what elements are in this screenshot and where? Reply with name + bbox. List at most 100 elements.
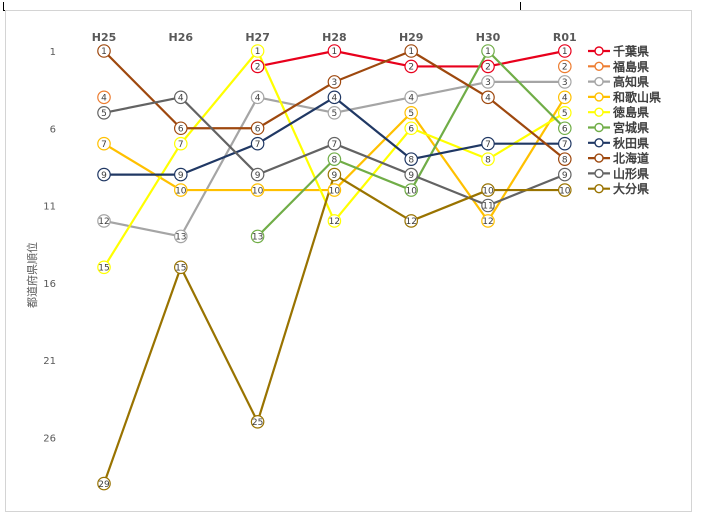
- legend-marker: [594, 76, 604, 87]
- series-point: [327, 106, 342, 120]
- point-label: 4: [408, 94, 414, 104]
- point-label: 7: [101, 140, 107, 150]
- legend-label: 宮城県: [613, 120, 649, 135]
- series-point: [327, 75, 342, 89]
- point-label: 8: [408, 155, 414, 165]
- x-tick-label: H28: [322, 31, 347, 44]
- chart-frame: [5, 10, 692, 512]
- legend-marker: [594, 107, 604, 117]
- legend-label: 秋田県: [613, 135, 649, 150]
- x-tick-label: H27: [245, 31, 270, 44]
- series-point: [97, 136, 111, 151]
- series-point: [404, 152, 418, 166]
- legend-marker: [594, 153, 604, 163]
- point-label: 1: [255, 47, 261, 57]
- series-point: [404, 44, 418, 58]
- series-point: [97, 476, 111, 491]
- point-label: 3: [332, 78, 338, 88]
- point-label: 8: [332, 155, 338, 165]
- y-tick-label: 16: [43, 279, 56, 290]
- x-ticks: H25 H26 H27 H28 H29 H30 R01: [92, 31, 577, 44]
- series-point: [481, 152, 495, 166]
- series-point: [481, 183, 495, 197]
- point-label: 25: [252, 418, 263, 428]
- point-label: 10: [482, 186, 494, 196]
- point-label: 8: [562, 155, 568, 165]
- series-point: [557, 136, 572, 151]
- series-point: [250, 59, 265, 74]
- point-label: 2: [562, 63, 568, 73]
- point-label: 7: [332, 140, 338, 150]
- legend-label: 山形県: [613, 166, 649, 181]
- series-point: [250, 167, 265, 182]
- series-point: [557, 90, 572, 105]
- series-point: [250, 90, 265, 105]
- series-point: [404, 167, 418, 182]
- point-label: 1: [485, 47, 491, 57]
- point-label: 6: [562, 124, 568, 134]
- point-label: 4: [101, 94, 107, 104]
- series-point: [481, 44, 495, 58]
- point-label: 9: [408, 171, 414, 181]
- x-tick-label: H29: [399, 31, 424, 44]
- point-label: 13: [175, 233, 186, 243]
- point-label: 9: [562, 171, 568, 181]
- series-point: [557, 183, 572, 197]
- y-tick-label: 1: [50, 47, 56, 58]
- series-point: [250, 414, 265, 429]
- legend-label: 高知県: [613, 74, 649, 89]
- series-point: [327, 183, 342, 197]
- series-point: [404, 214, 418, 228]
- series-point: [404, 90, 418, 105]
- legend-label: 福島県: [612, 59, 649, 74]
- x-tick-label: H30: [476, 31, 501, 44]
- series-point: [327, 136, 342, 151]
- series-point: [97, 260, 111, 275]
- point-label: 29: [98, 480, 110, 490]
- point-label: 1: [408, 47, 414, 57]
- point-label: 12: [405, 217, 416, 227]
- point-label: 8: [485, 155, 491, 165]
- series-point: [557, 59, 572, 74]
- series-point: [327, 214, 342, 228]
- point-label: 3: [485, 78, 491, 88]
- x-tick-label: H25: [92, 31, 117, 44]
- series-point: [250, 121, 265, 136]
- point-label: 6: [178, 124, 184, 134]
- series-point: [327, 167, 342, 182]
- legend-label: 徳島県: [612, 105, 649, 120]
- y-tick-label: 11: [43, 202, 56, 213]
- series-point: [250, 44, 265, 58]
- x-tick-label: R01: [553, 31, 577, 44]
- series-point: [481, 136, 495, 151]
- point-label: 2: [485, 63, 491, 73]
- series-point: [97, 106, 111, 120]
- point-label: 1: [332, 47, 338, 57]
- point-label: 10: [252, 186, 264, 196]
- series-point: [557, 75, 572, 89]
- series-point: [404, 59, 418, 74]
- series-point: [404, 183, 418, 197]
- legend-marker: [594, 46, 604, 56]
- point-label: 12: [98, 217, 109, 227]
- series-point: [250, 136, 265, 151]
- series-point: [97, 44, 111, 58]
- point-label: 9: [332, 171, 338, 181]
- series-point: [97, 214, 111, 228]
- point-label: 10: [175, 186, 187, 196]
- series-point: [327, 90, 342, 105]
- series-point: [174, 183, 188, 197]
- series-point: [174, 136, 188, 151]
- series-point: [481, 90, 495, 105]
- point-label: 10: [559, 186, 571, 196]
- y-tick-label: 6: [50, 124, 56, 135]
- legend-label: 和歌山県: [612, 89, 661, 104]
- series-point: [174, 121, 188, 136]
- series-point: [481, 198, 495, 213]
- point-label: 7: [178, 140, 184, 150]
- series-point: [174, 260, 188, 275]
- point-label: 4: [485, 94, 491, 104]
